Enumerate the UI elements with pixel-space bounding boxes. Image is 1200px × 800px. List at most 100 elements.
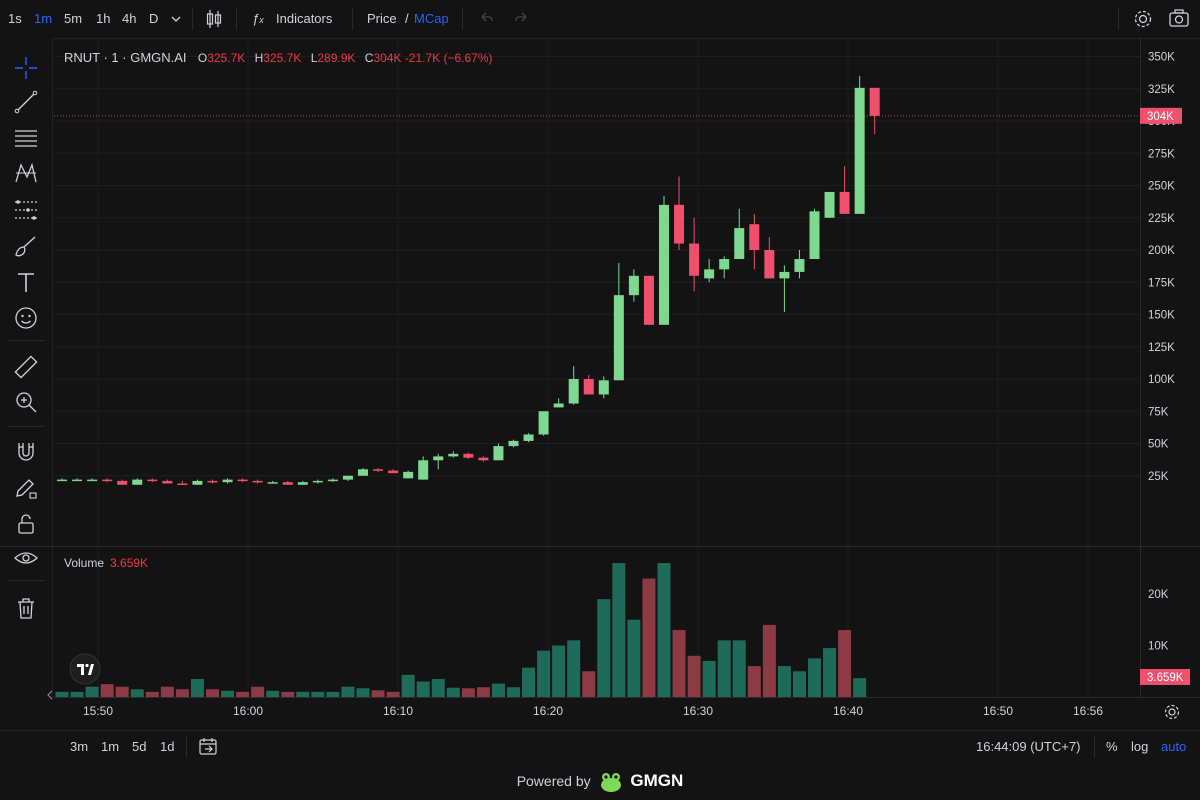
pattern-tool[interactable]: [12, 159, 40, 187]
log-scale-toggle[interactable]: log: [1131, 739, 1149, 754]
range-5d[interactable]: 5d: [132, 739, 147, 754]
emoji-tool[interactable]: [12, 304, 40, 332]
timeframe-5m[interactable]: 5m: [64, 11, 83, 26]
timeframe-1s[interactable]: 1s: [8, 11, 22, 26]
candle-body: [222, 479, 233, 483]
candle-body: [418, 460, 429, 480]
axis-settings-gear-icon[interactable]: [1163, 703, 1181, 721]
powered-by-label: Powered by: [516, 773, 591, 789]
volume-bar: [597, 599, 611, 697]
percent-scale-toggle[interactable]: %: [1106, 739, 1118, 754]
open-key: O: [197, 51, 208, 65]
timeframe-1m[interactable]: 1m: [34, 11, 53, 26]
magnet-icon: [18, 443, 34, 461]
time-axis-label: 15:50: [83, 704, 113, 718]
price-axis-label: 75K: [1148, 406, 1169, 418]
candle-body: [508, 440, 519, 447]
goto-date-button[interactable]: [198, 731, 218, 763]
camera-icon: [1169, 9, 1189, 27]
volume-bar: [702, 660, 716, 697]
zoom-tool[interactable]: [12, 388, 40, 416]
close-key: C: [364, 51, 374, 65]
volume-value: 3.659K: [110, 556, 149, 570]
draw-lock-tool[interactable]: [12, 474, 40, 502]
last-price-label: 304K: [1147, 111, 1174, 123]
range-1d[interactable]: 1d: [160, 739, 175, 754]
candle-body: [192, 480, 203, 485]
visibility-tool[interactable]: [12, 544, 40, 572]
high-value: 325.7K: [263, 51, 302, 65]
candle-body: [613, 295, 624, 381]
time-axis-label: 16:50: [983, 704, 1013, 718]
range-3m[interactable]: 3m: [70, 739, 89, 754]
range-1m[interactable]: 1m: [101, 739, 120, 754]
price-axis-label: 175K: [1148, 277, 1175, 289]
lines-icon: [15, 130, 37, 147]
text-tool[interactable]: [12, 268, 40, 296]
candle-body: [267, 482, 278, 484]
low-key: L: [310, 51, 318, 65]
timeframe-1h[interactable]: 1h: [96, 11, 111, 26]
brush-tool[interactable]: [12, 232, 40, 260]
volume-bar: [416, 681, 430, 697]
fib-tool[interactable]: [12, 196, 40, 224]
volume-bar: [777, 666, 791, 697]
delete-tool[interactable]: [12, 594, 40, 622]
timeframe-4h[interactable]: 4h: [122, 11, 137, 26]
candle-body: [809, 211, 820, 260]
trendline-tool[interactable]: [12, 88, 40, 116]
timeframe-d[interactable]: D: [149, 11, 159, 26]
volume-bar: [792, 671, 806, 697]
price-toggle[interactable]: Price: [367, 11, 397, 26]
volume-bar: [281, 691, 295, 697]
volume-bar: [627, 619, 641, 697]
calendar-icon: [199, 738, 217, 755]
top-toolbar: 1s 1m 5m 1h 4h D ƒx Indicators Price / M…: [0, 0, 1200, 39]
volume-bar: [130, 689, 144, 697]
indicators-button[interactable]: Indicators: [276, 11, 333, 26]
volume-bar: [236, 691, 250, 697]
gear-icon: [1134, 10, 1152, 28]
volume-bar: [446, 687, 460, 697]
candle-body: [57, 479, 67, 482]
last-price-marker: [1140, 107, 1182, 124]
candle-body: [598, 380, 609, 395]
candle-type-button[interactable]: [204, 0, 224, 38]
settings-button[interactable]: [1132, 0, 1154, 38]
volume-bar: [221, 690, 235, 697]
volume-bar: [190, 678, 204, 697]
candle-body: [659, 204, 669, 325]
scroll-left-icon[interactable]: [46, 690, 54, 700]
horizontal-lines-tool[interactable]: [12, 124, 40, 152]
volume-bar: [341, 686, 355, 697]
lock-icon: [18, 514, 34, 534]
timeframe-dropdown[interactable]: [170, 0, 182, 38]
candle-body: [132, 479, 143, 485]
magnet-tool[interactable]: [12, 438, 40, 466]
volume-legend: Volume 3.659K: [64, 556, 148, 570]
candle-body: [327, 479, 338, 482]
candle-body: [839, 191, 850, 214]
lock-tool[interactable]: [12, 510, 40, 538]
smiley-icon: [15, 307, 37, 329]
volume-bar: [612, 563, 626, 697]
clock-timezone[interactable]: 16:44:09 (UTC+7): [976, 739, 1081, 754]
volume-bar: [115, 686, 129, 697]
screenshot-button[interactable]: [1168, 0, 1190, 38]
mcap-toggle[interactable]: MCap: [414, 11, 449, 26]
volume-bar: [642, 578, 656, 697]
measure-tool[interactable]: [12, 353, 40, 381]
tradingview-logo-icon[interactable]: [69, 653, 101, 685]
candles-icon: [206, 10, 222, 28]
volume-bar: [356, 688, 370, 697]
price-axis-label: 150K: [1148, 310, 1175, 322]
redo-button[interactable]: [514, 0, 530, 38]
crosshair-tool[interactable]: [12, 54, 40, 82]
volume-bar: [55, 691, 69, 697]
powered-by-footer: Powered by GMGN: [0, 766, 1200, 796]
pattern-icon: [15, 162, 37, 183]
undo-button[interactable]: [478, 0, 494, 38]
auto-scale-toggle[interactable]: auto: [1161, 739, 1187, 754]
candle-body: [553, 403, 564, 408]
